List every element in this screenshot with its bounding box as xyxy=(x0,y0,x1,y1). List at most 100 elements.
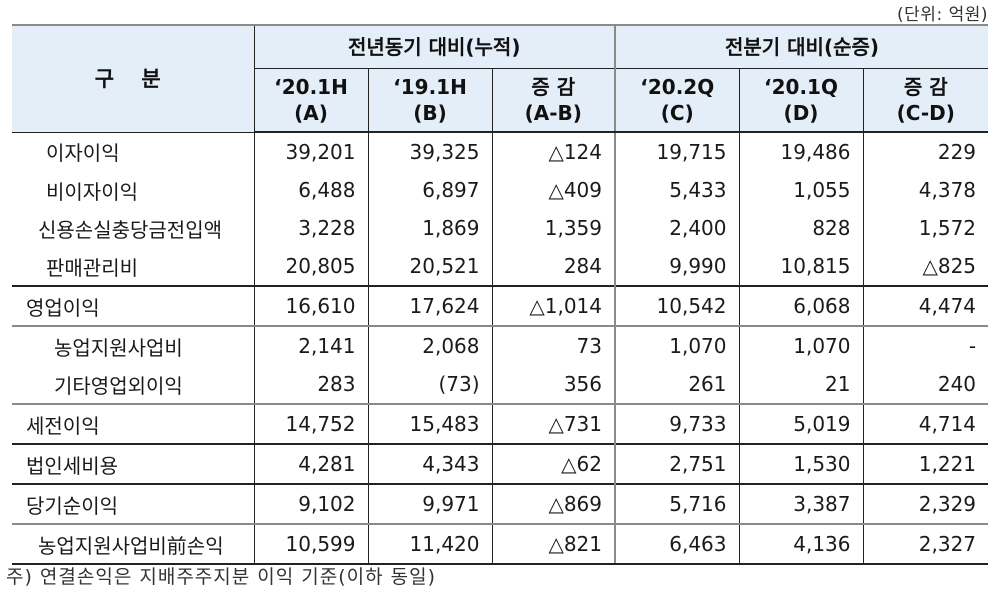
col-header-line1: 증 감 xyxy=(903,75,948,99)
cell: 1,359 xyxy=(491,209,616,247)
cell: 1,869 xyxy=(367,209,493,247)
cell: 261 xyxy=(614,365,740,404)
cell: 6,897 xyxy=(367,171,493,209)
col-header-line2: (A) xyxy=(294,101,328,125)
row-label: 이자이익 xyxy=(12,132,255,171)
cell: 14,752 xyxy=(253,403,369,444)
cell: 229 xyxy=(862,132,989,171)
col-header-line2: (D) xyxy=(783,101,819,125)
row-label: 농업지원사업비前손익 xyxy=(12,523,255,565)
table-row: 당기순이익 9,102 9,971 △869 5,716 3,387 2,329 xyxy=(12,483,989,524)
cell: 2,751 xyxy=(614,443,740,484)
col-header-line2: (C) xyxy=(660,101,694,125)
table-row: 비이자이익 6,488 6,897 △409 5,433 1,055 4,378 xyxy=(12,171,989,209)
table-row: 법인세비용 4,281 4,343 △62 2,751 1,530 1,221 xyxy=(12,443,989,484)
col-header-19-1h: ‘19.1H (B) xyxy=(367,68,493,133)
cell: 4,343 xyxy=(367,443,493,484)
header-row-columns: ‘20.1H (A) ‘19.1H (B) 증 감 (A-B) ‘20.2Q (C) ‘… xyxy=(12,68,989,133)
col-header-line2: (A-B) xyxy=(524,101,582,125)
cell: 9,733 xyxy=(614,403,740,444)
cell: 9,990 xyxy=(614,247,740,286)
cell: 5,019 xyxy=(738,403,864,444)
header-row-groups: 구 분 전년동기 대비(누적) 전분기 대비(순증) xyxy=(12,24,989,133)
table-row: 이자이익 39,201 39,325 △124 19,715 19,486 22… xyxy=(12,132,989,171)
cell: 4,378 xyxy=(862,171,989,209)
cell: (73) xyxy=(367,365,493,404)
cell: 356 xyxy=(491,365,616,404)
cell: 10,542 xyxy=(614,285,740,326)
row-label: 기타영업외이익 xyxy=(12,365,255,404)
cell: 5,433 xyxy=(614,171,740,209)
cell: △1,014 xyxy=(491,285,616,326)
row-label: 신용손실충당금전입액 xyxy=(12,209,255,247)
cell: 4,136 xyxy=(738,523,864,565)
group-header-yoy: 전년동기 대비(누적) xyxy=(253,24,616,69)
cell: 4,474 xyxy=(862,285,989,326)
cell: 6,488 xyxy=(253,171,369,209)
cell: 39,325 xyxy=(367,132,493,171)
cell: 16,610 xyxy=(253,285,369,326)
footnote: 주) 연결손익은 지배주주지분 이익 기준(이하 동일) xyxy=(6,566,437,588)
col-header-line2: (B) xyxy=(413,101,447,125)
row-label: 비이자이익 xyxy=(12,171,255,209)
cell: △124 xyxy=(491,132,616,171)
cell: 3,387 xyxy=(738,483,864,524)
cell: 2,329 xyxy=(862,483,989,524)
row-label: 영업이익 xyxy=(12,285,255,326)
cell: 21 xyxy=(738,365,864,404)
cell: 19,715 xyxy=(614,132,740,171)
cell: 39,201 xyxy=(253,132,369,171)
cell: 17,624 xyxy=(367,285,493,326)
cell: 2,068 xyxy=(367,325,493,365)
unit-label: (단위: 억원) xyxy=(897,5,988,25)
cell: 2,400 xyxy=(614,209,740,247)
col-header-20-1h: ‘20.1H (A) xyxy=(253,68,369,133)
cell: 15,483 xyxy=(367,403,493,444)
col-header-line1: 증 감 xyxy=(531,75,576,99)
col-header-line1: ‘20.1H xyxy=(274,75,348,99)
stub-header: 구 분 xyxy=(12,24,255,133)
cell: 2,327 xyxy=(862,523,989,565)
cell: 1,530 xyxy=(738,443,864,484)
col-header-20-2q: ‘20.2Q (C) xyxy=(614,68,740,133)
cell: 3,228 xyxy=(253,209,369,247)
col-header-line1: ‘20.2Q xyxy=(640,75,715,99)
cell: △62 xyxy=(491,443,616,484)
cell: 1,070 xyxy=(738,325,864,365)
col-header-change-cd: 증 감 (C-D) xyxy=(862,68,989,133)
cell: 19,486 xyxy=(738,132,864,171)
cell: - xyxy=(862,325,989,365)
table-row: 신용손실충당금전입액 3,228 1,869 1,359 2,400 828 1… xyxy=(12,209,989,247)
cell: 284 xyxy=(491,247,616,286)
cell: 6,463 xyxy=(614,523,740,565)
col-header-line1: ‘20.1Q xyxy=(764,75,838,99)
income-statement-table: 구 분 전년동기 대비(누적) 전분기 대비(순증) ‘20.1H (A) ‘19… xyxy=(12,24,989,565)
col-header-line2: (C-D) xyxy=(896,101,955,125)
table-row: 농업지원사업비 2,141 2,068 73 1,070 1,070 - xyxy=(12,325,989,365)
table-row: 농업지원사업비前손익 10,599 11,420 △821 6,463 4,13… xyxy=(12,523,989,565)
row-label: 법인세비용 xyxy=(12,443,255,484)
cell: 1,055 xyxy=(738,171,864,209)
cell: 6,068 xyxy=(738,285,864,326)
table-row: 영업이익 16,610 17,624 △1,014 10,542 6,068 4… xyxy=(12,285,989,326)
cell: 1,070 xyxy=(614,325,740,365)
col-header-line1: ‘19.1H xyxy=(393,75,467,99)
table-row: 기타영업외이익 283 (73) 356 261 21 240 xyxy=(12,365,989,404)
cell: 1,221 xyxy=(862,443,989,484)
cell: 2,141 xyxy=(253,325,369,365)
cell: △869 xyxy=(491,483,616,524)
cell: 10,599 xyxy=(253,523,369,565)
cell: 9,102 xyxy=(253,483,369,524)
cell: △821 xyxy=(491,523,616,565)
cell: 20,521 xyxy=(367,247,493,286)
cell: 828 xyxy=(738,209,864,247)
cell: 240 xyxy=(862,365,989,404)
group-header-qoq: 전분기 대비(순증) xyxy=(614,24,989,69)
cell: △825 xyxy=(862,247,989,286)
cell: 1,572 xyxy=(862,209,989,247)
table-row: 판매관리비 20,805 20,521 284 9,990 10,815 △82… xyxy=(12,247,989,286)
cell: 10,815 xyxy=(738,247,864,286)
col-header-20-1q: ‘20.1Q (D) xyxy=(738,68,864,133)
table-row: 세전이익 14,752 15,483 △731 9,733 5,019 4,71… xyxy=(12,403,989,444)
row-label: 세전이익 xyxy=(12,403,255,444)
